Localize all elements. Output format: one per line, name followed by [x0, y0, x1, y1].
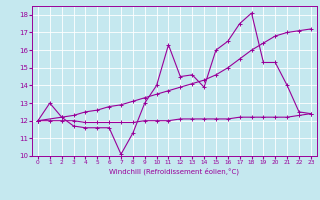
X-axis label: Windchill (Refroidissement éolien,°C): Windchill (Refroidissement éolien,°C) [109, 168, 239, 175]
